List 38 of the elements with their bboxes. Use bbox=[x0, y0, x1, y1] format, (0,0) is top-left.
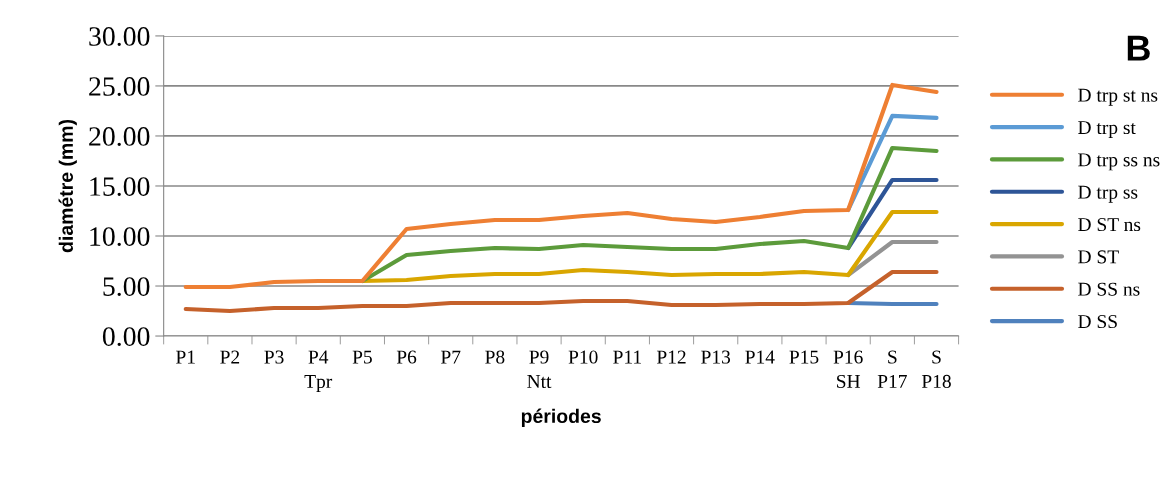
legend-label: D trp st bbox=[1078, 121, 1136, 139]
text: B bbox=[1127, 35, 1150, 61]
legend-label: D ST bbox=[1078, 250, 1119, 264]
legend-label: D SS ns bbox=[1078, 282, 1140, 296]
legend-label: D SS bbox=[1078, 315, 1117, 329]
y-tick-label: 0.00 bbox=[102, 327, 150, 347]
x-tick-label: P11 bbox=[613, 350, 641, 364]
y-tick-label: 20.00 bbox=[89, 127, 150, 146]
x-tick-label: P3 bbox=[264, 350, 284, 364]
legend-label: D trp ss ns bbox=[1078, 153, 1160, 171]
y-tick-label: 5.00 bbox=[103, 277, 150, 297]
x-tick-label: P14 bbox=[745, 350, 775, 364]
y-tick-label: 30.00 bbox=[89, 27, 150, 46]
x-tick-label: P8 bbox=[485, 350, 505, 364]
y-tick-label: 15.00 bbox=[90, 177, 150, 197]
x-tick-label: P15 bbox=[789, 350, 819, 364]
legend-label: D trp st ns bbox=[1078, 88, 1158, 106]
x-tick-label: P6 bbox=[396, 350, 417, 364]
legend-label: D trp ss bbox=[1078, 185, 1138, 203]
y-tick-label: 10.00 bbox=[90, 227, 150, 247]
legend-label: D ST ns bbox=[1078, 218, 1141, 232]
x-tick-label: P13 bbox=[701, 350, 731, 364]
x-tick-label: P4 Tpr bbox=[304, 350, 333, 392]
x-axis-title: périodes bbox=[521, 408, 601, 427]
line-series bbox=[183, 82, 939, 290]
x-tick-label: P16 SH bbox=[833, 350, 863, 388]
x-tick-label: P10 bbox=[568, 350, 598, 364]
x-tick-label: S P18 bbox=[921, 350, 951, 388]
x-tick-label: P7 bbox=[441, 350, 461, 364]
x-tick-label: P12 bbox=[656, 350, 686, 364]
x-tick-label: S P17 bbox=[877, 350, 907, 388]
y-axis-title: diamétre (mm) bbox=[58, 119, 77, 253]
x-tick-label: P1 bbox=[176, 350, 195, 364]
line-series bbox=[183, 269, 939, 314]
x-tick-label: P2 bbox=[220, 350, 240, 364]
x-tick-label: P9 Ntt bbox=[527, 350, 552, 388]
x-tick-label: P5 bbox=[352, 350, 372, 364]
y-tick-label: 25.00 bbox=[89, 77, 150, 96]
